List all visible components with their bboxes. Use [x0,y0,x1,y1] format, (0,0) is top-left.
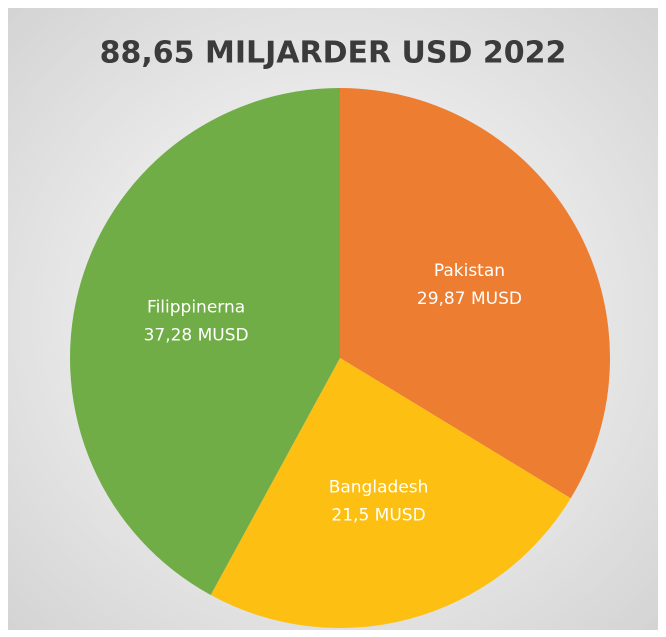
pie-slice [210,358,571,628]
slice-category-label: Filippinerna [147,297,245,317]
slice-value-label: 29,87 MUSD [417,289,522,309]
slice-value-label: 21,5 MUSD [331,505,425,525]
slice-category-label: Pakistan [434,261,505,281]
slice-category-label: Bangladesh [329,477,429,497]
slice-value-label: 37,28 MUSD [144,325,249,345]
chart-title: 88,65 MILJARDER USD 2022 [100,36,567,71]
pie-slice [69,88,340,596]
pie-slice [340,88,611,499]
